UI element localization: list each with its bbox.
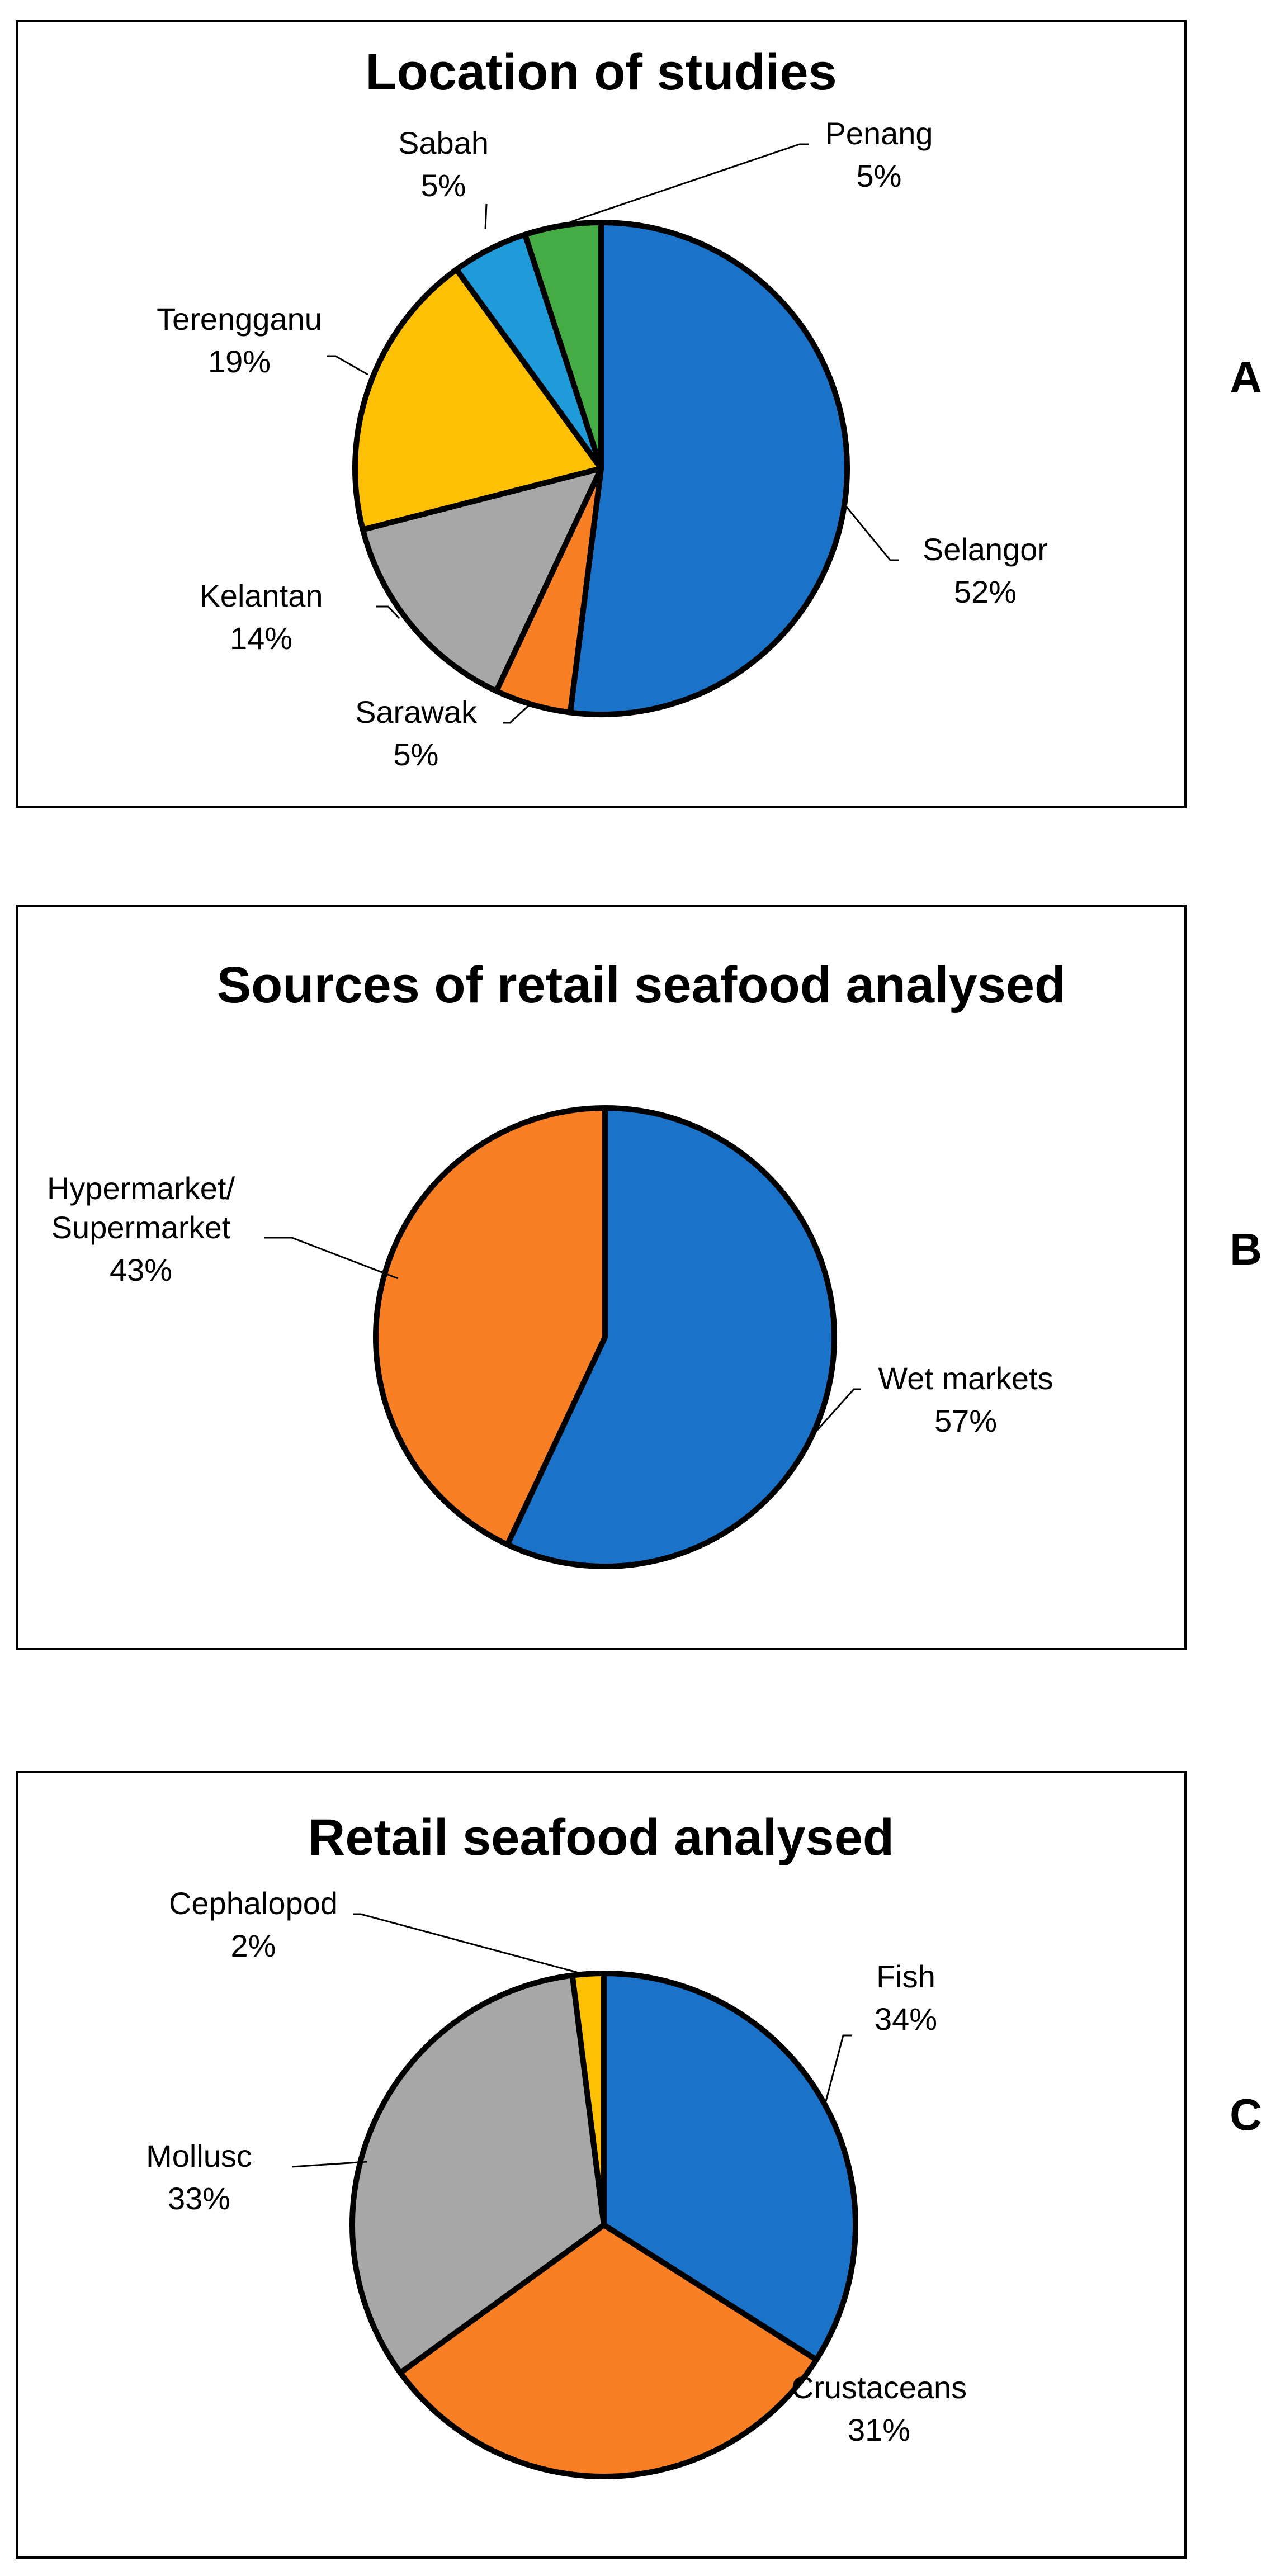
label-wet-markets: Wet markets 57% [878, 1361, 1053, 1438]
panel-c: Retail seafood analysed C Fish 34% Crusta… [16, 1771, 1262, 2559]
panel-c-slices [349, 1971, 858, 2479]
leader-kelantan [376, 605, 400, 619]
label-sarawak: Sarawak 5% [355, 694, 478, 772]
leader-fish [823, 2034, 852, 2108]
leader-sabah [484, 203, 488, 230]
leader-wet-markets [815, 1388, 861, 1432]
panel-b: Sources of retail seafood analysed B Wet… [16, 905, 1262, 1650]
label-penang: Penang 5% [825, 116, 933, 193]
pie-slice-cephalopod [569, 1971, 607, 2228]
leader-penang [570, 143, 809, 223]
leader-mollusc [291, 2161, 367, 2168]
leader-cephalopod [353, 1913, 588, 1976]
pie-slice-terengganu [352, 267, 604, 533]
pie-slice-wet-markets [504, 1105, 837, 1569]
panel-b-letter: B [1230, 1224, 1262, 1274]
panel-a-letter: A [1230, 352, 1262, 402]
label-crustaceans: Crustaceans 31% [791, 2370, 967, 2447]
leader-terengganu [327, 355, 368, 376]
panel-a-slices [352, 220, 850, 717]
panel-b-slices [373, 1105, 837, 1569]
label-fish: Fish 34% [875, 1959, 937, 2037]
label-terengganu: Terengganu 19% [157, 301, 322, 379]
panel-a-labels: Selangor 52% Sarawak 5% Kelantan 14% Tereng… [157, 116, 1048, 772]
pie-slice-kelantan [360, 466, 604, 694]
label-kelantan: Kelantan 14% [199, 578, 323, 656]
pie-slice-crustaceans [397, 2222, 819, 2479]
label-mollusc: Mollusc 33% [146, 2138, 252, 2216]
pie-slice-selangor [567, 220, 850, 717]
panel-c-labels: Fish 34% Crustaceans 31% Mollusc 33% Cephal… [146, 1886, 967, 2447]
label-selangor: Selangor 52% [923, 532, 1048, 609]
panel-c-title: Retail seafood analysed [308, 1809, 894, 1866]
leader-crustaceans [792, 2388, 798, 2396]
panel-c-letter: C [1230, 2090, 1262, 2139]
pie-slice-penang [522, 220, 604, 471]
panel-b-labels: Wet markets 57% Hypermarket/Supermarket 43… [47, 1171, 1053, 1438]
leader-hypermarket [264, 1237, 399, 1280]
label-cephalopod: Cephalopod 2% [169, 1886, 338, 1963]
panel-b-title: Sources of retail seafood analysed [217, 956, 1066, 1014]
pie-slice-mollusc [349, 1972, 607, 2376]
panel-a-title: Location of studies [365, 44, 837, 101]
leader-sarawak [503, 702, 532, 724]
label-sabah: Sabah 5% [398, 125, 489, 203]
pie-slice-hypermarket-supermarket [373, 1105, 608, 1547]
panel-a: Location of studies A Selangor 52% Sarawa… [16, 20, 1262, 808]
label-hypermarket: Hypermarket/Supermarket 43% [47, 1171, 235, 1287]
leader-selangor [843, 504, 899, 561]
